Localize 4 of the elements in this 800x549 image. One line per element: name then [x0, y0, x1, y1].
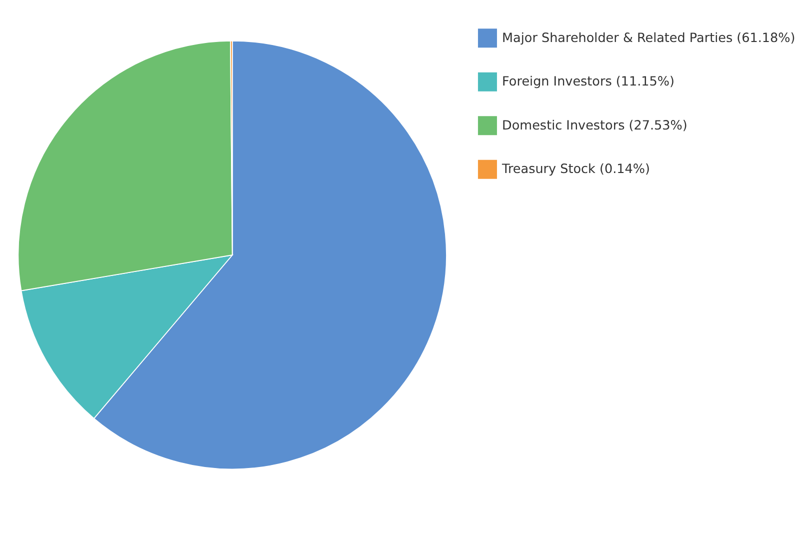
legend-label: Domestic Investors (27.53%): [502, 118, 688, 134]
legend-label: Treasury Stock (0.14%): [501, 162, 650, 177]
legend-label: Foreign Investors (11.15%): [502, 74, 674, 90]
legend-label: Major Shareholder & Related Parties (61.18%): [502, 30, 796, 46]
